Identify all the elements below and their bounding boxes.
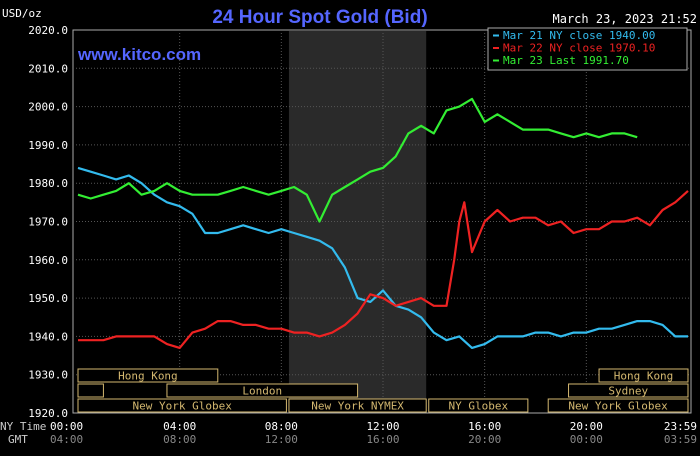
- session-bar: [568, 383, 689, 398]
- x-tick-label-gmt: 12:00: [265, 433, 298, 446]
- session-label: Sydney: [608, 385, 648, 398]
- date-stamp: March 23, 2023 21:52: [553, 12, 698, 26]
- legend-entry: Mar 21 NY close 1940.00: [503, 29, 655, 42]
- session-label: Hong Kong: [118, 370, 178, 383]
- gmt-row-label: GMT: [8, 433, 28, 446]
- ny-time-row-label: NY Time: [0, 420, 46, 433]
- legend-entry: Mar 23 Last 1991.70: [503, 54, 629, 67]
- y-tick-label: 1920.0: [28, 407, 68, 420]
- y-tick-label: 1940.0: [28, 330, 68, 343]
- session-label: New York Globex: [133, 400, 233, 413]
- session-label: Hong Kong: [614, 370, 674, 383]
- session-label: New York NYMEX: [311, 400, 404, 413]
- y-tick-label: 2010.0: [28, 62, 68, 75]
- legend-box: [487, 27, 688, 71]
- x-tick-label-gmt: 04:00: [50, 433, 83, 446]
- y-tick-label: 1990.0: [28, 139, 68, 152]
- market-sessions: Hong Kong Hong Kong London Sydney New York G…: [77, 368, 689, 413]
- session-bar: [598, 368, 689, 383]
- y-tick-label: 1980.0: [28, 177, 68, 190]
- x-tick-label-ny: 04:00: [163, 420, 196, 433]
- x-tick-label-ny: 12:00: [366, 420, 399, 433]
- x-tick-label-gmt: 00:00: [570, 433, 603, 446]
- x-tick-label-gmt: 16:00: [366, 433, 399, 446]
- x-tick-label-gmt: 08:00: [163, 433, 196, 446]
- y-tick-label: 1930.0: [28, 369, 68, 382]
- session-bar: [166, 383, 359, 398]
- session-bar: [547, 398, 689, 413]
- legend-entry: Mar 22 NY close 1970.10: [503, 42, 655, 55]
- y-tick-label: 1970.0: [28, 216, 68, 229]
- series-line: [77, 97, 638, 223]
- y-tick-label: 1950.0: [28, 292, 68, 305]
- x-tick-label-ny: 00:00: [50, 420, 83, 433]
- x-tick-label-gmt: 20:00: [468, 433, 501, 446]
- session-label: New York Globex: [568, 400, 668, 413]
- x-tick-label-ny: 20:00: [570, 420, 603, 433]
- session-label: London: [242, 385, 282, 398]
- y-tick-label: 2000.0: [28, 101, 68, 114]
- y-axis-ticks: 2020.0 2010.0 2000.0 1990.0 1980.0 1970.0 1960…: [28, 24, 68, 420]
- session-bar: [77, 383, 104, 398]
- x-tick-label-ny: 16:00: [468, 420, 501, 433]
- x-axis-ticks: 00:0004:0004:0008:0008:0012:0012:0016:00…: [50, 420, 697, 446]
- session-label: NY Globex: [449, 400, 509, 413]
- series-line: [77, 166, 688, 349]
- session-bar: [428, 398, 529, 413]
- x-tick-label-ny: 23:59: [664, 420, 697, 433]
- y-tick-label: 2020.0: [28, 24, 68, 37]
- price-lines: [77, 97, 689, 349]
- x-tick-label-gmt: 03:59: [664, 433, 697, 446]
- chart-title: 24 Hour Spot Gold (Bid): [212, 7, 427, 28]
- series-line: [78, 190, 689, 349]
- session-bar: [288, 398, 427, 413]
- y-axis-unit-label: USD/oz: [2, 7, 42, 20]
- night-shade: [288, 31, 427, 412]
- session-bar: [77, 398, 287, 413]
- x-tick-label-ny: 08:00: [265, 420, 298, 433]
- kitco-link[interactable]: www.kitco.com: [77, 45, 201, 64]
- session-bar: [77, 368, 219, 383]
- y-tick-label: 1960.0: [28, 254, 68, 267]
